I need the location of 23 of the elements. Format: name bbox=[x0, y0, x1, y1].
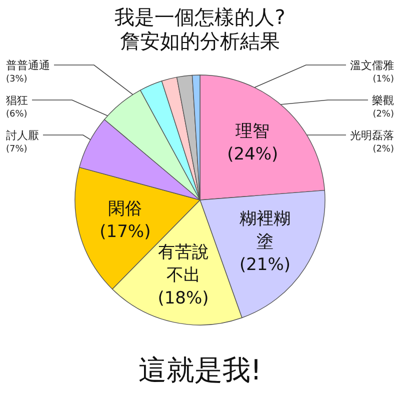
data-label: (2%) bbox=[372, 110, 394, 120]
data-label: (7%) bbox=[6, 144, 28, 154]
slice-label: 閑俗 bbox=[108, 198, 142, 219]
slice-label: 討人厭 bbox=[6, 129, 39, 142]
slice-label: 光明磊落 bbox=[350, 129, 394, 142]
data-label: (18%) bbox=[158, 288, 209, 309]
slice-label: 樂觀 bbox=[372, 94, 394, 107]
slice-label: 有苦說不出 bbox=[158, 242, 209, 286]
data-label: (2%) bbox=[372, 144, 394, 154]
slice-label: 溫文儒雅 bbox=[350, 59, 394, 72]
slice-label: 理智 bbox=[236, 122, 270, 142]
slice-label: 糊裡糊塗 bbox=[240, 209, 291, 252]
data-label: (1%) bbox=[372, 74, 394, 84]
slice-label: 猖狂 bbox=[6, 94, 28, 107]
chart-subtitle: 詹安如的分析結果 bbox=[120, 29, 280, 53]
data-label: (6%) bbox=[6, 110, 28, 120]
chart-title: 我是一個怎樣的人? bbox=[114, 5, 286, 29]
text: 這就是我! bbox=[138, 354, 262, 386]
slice-label: 普普通通 bbox=[6, 59, 50, 72]
data-label: (3%) bbox=[6, 74, 28, 84]
data-label: (17%) bbox=[100, 222, 151, 242]
data-label: (24%) bbox=[227, 144, 278, 165]
data-label: (21%) bbox=[239, 255, 291, 276]
